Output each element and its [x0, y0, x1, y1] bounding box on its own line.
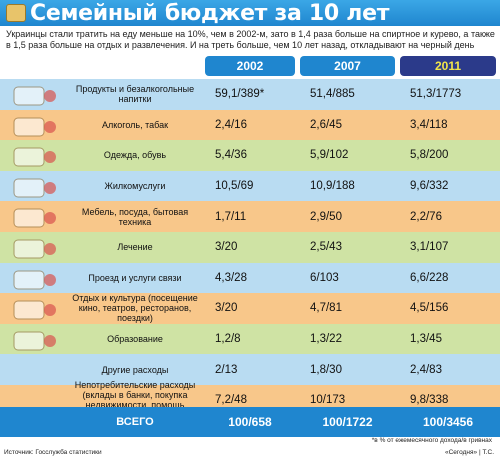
row-band	[0, 262, 500, 294]
cell-2002: 10,5/69	[215, 180, 254, 193]
row-label: Одежда, обувь	[103, 150, 167, 161]
total-cell-2002: 100/658	[228, 415, 272, 429]
cell-2002: 1,2/8	[215, 333, 241, 346]
row-label: Образование	[107, 334, 163, 345]
table-row: Мебель, посуда, бытовая техника 1,7/11 2,9…	[0, 201, 500, 232]
cell-2007: 4,7/81	[310, 302, 342, 315]
column-header-2011: 2011	[400, 56, 496, 76]
cell-2011: 2,4/83	[410, 363, 442, 376]
cell-2002: 3/20	[215, 241, 238, 254]
cell-2007: 2,5/43	[310, 241, 342, 254]
row-label: Другие расходы	[101, 364, 169, 375]
cell-2011: 3,4/118	[410, 118, 448, 131]
shoes-icon	[6, 144, 61, 170]
total-row: ВСЕГО 100/658 100/1722 100/3456	[0, 407, 500, 437]
cell-2011: 6,6/228	[410, 271, 449, 284]
wine-glasses-icon	[6, 114, 61, 140]
row-label: Продукты и безалкогольные напитки	[75, 84, 195, 105]
cell-2011: 51,3/1773	[410, 88, 462, 101]
first-aid-icon	[6, 236, 61, 262]
cell-2002: 2,4/16	[215, 118, 247, 131]
cell-2007: 1,3/22	[310, 333, 342, 346]
cell-2002: 3/20	[215, 302, 238, 315]
row-label: Мебель, посуда, бытовая техника	[81, 206, 189, 227]
total-label: ВСЕГО	[116, 416, 154, 428]
faucet-icon	[6, 175, 61, 201]
cell-2011: 9,8/338	[410, 394, 449, 407]
table-row: Алкоголь, табак 2,4/16 2,6/45 3,4/118	[0, 109, 500, 141]
table-row: Проезд и услуги связи 4,3/28 6/103 6,6/228	[0, 262, 500, 294]
column-header-2007: 2007	[300, 56, 395, 76]
total-cell-2011: 100/3456	[422, 415, 474, 429]
row-label: Жилкомуслуги	[104, 181, 166, 192]
phone-card-icon	[6, 267, 61, 293]
cell-2002: 1,7/11	[215, 210, 247, 223]
trumpet-icon	[6, 297, 61, 323]
row-label: Проезд и услуги связи	[88, 272, 182, 283]
table-row: Продукты и безалкогольные напитки 59,1/38…	[0, 79, 500, 110]
cell-2007: 10/173	[310, 394, 346, 407]
cell-2011: 1,3/45	[410, 333, 442, 346]
cell-2002: 5,4/36	[215, 149, 247, 162]
row-band	[0, 79, 500, 110]
cell-2011: 3,1/107	[410, 241, 449, 254]
cell-2002: 59,1/389*	[215, 88, 265, 101]
table-row: Образование 1,2/8 1,3/22 1,3/45	[0, 323, 500, 355]
credit: «Сегодня» | Т.С.	[445, 449, 494, 456]
row-band	[0, 354, 500, 385]
row-band	[0, 323, 500, 355]
table-row: Лечение 3/20 2,5/43 3,1/107	[0, 232, 500, 263]
row-label: Отдых и культура (посещение кино, театро…	[72, 293, 198, 324]
cell-2007: 10,9/188	[310, 180, 355, 193]
row-band	[0, 109, 500, 141]
table-row: Отдых и культура (посещение кино, театро…	[0, 293, 500, 324]
cell-2002: 2/13	[215, 363, 238, 376]
subtitle: Украинцы стали тратить на еду меньше на …	[6, 29, 495, 50]
row-label: Алкоголь, табак	[101, 119, 169, 130]
armchair-icon	[6, 205, 61, 231]
row-label: Лечение	[117, 242, 153, 253]
cell-2007: 1,8/30	[310, 363, 342, 376]
row-band	[0, 201, 500, 232]
cell-2007: 2,6/45	[310, 118, 342, 131]
footnote: *в % от ежемесячного дохода/в гривнах	[371, 437, 492, 444]
cell-2007: 2,9/50	[310, 210, 342, 223]
column-header-2002: 2002	[205, 56, 295, 76]
page-title: Семейный бюджет за 10 лет	[30, 1, 390, 26]
cell-2007: 6/103	[310, 271, 339, 284]
table-row: Одежда, обувь 5,4/36 5,9/102 5,8/200	[0, 140, 500, 171]
row-band	[0, 140, 500, 171]
title-bar: Семейный бюджет за 10 лет	[0, 0, 500, 26]
cell-2007: 51,4/885	[310, 88, 355, 101]
source: Источник: Госслужба статистики	[4, 449, 102, 456]
row-band	[0, 170, 500, 202]
cell-2002: 7,2/48	[215, 394, 247, 407]
books-icon	[6, 328, 61, 354]
cell-2011: 4,5/156	[410, 302, 449, 315]
row-band	[0, 293, 500, 324]
table-row: Другие расходы 2/13 1,8/30 2,4/83	[0, 354, 500, 385]
cell-2007: 5,9/102	[310, 149, 349, 162]
table-row: Жилкомуслуги 10,5/69 10,9/188 9,6/332	[0, 170, 500, 202]
wallet-icon	[6, 4, 26, 22]
row-band	[0, 232, 500, 263]
total-cell-2007: 100/1722	[322, 415, 373, 429]
cell-2011: 9,6/332	[410, 180, 449, 193]
cell-2011: 2,2/76	[410, 210, 442, 223]
cell-2011: 5,8/200	[410, 149, 449, 162]
grocery-bag-icon	[6, 83, 61, 109]
cell-2002: 4,3/28	[215, 271, 247, 284]
